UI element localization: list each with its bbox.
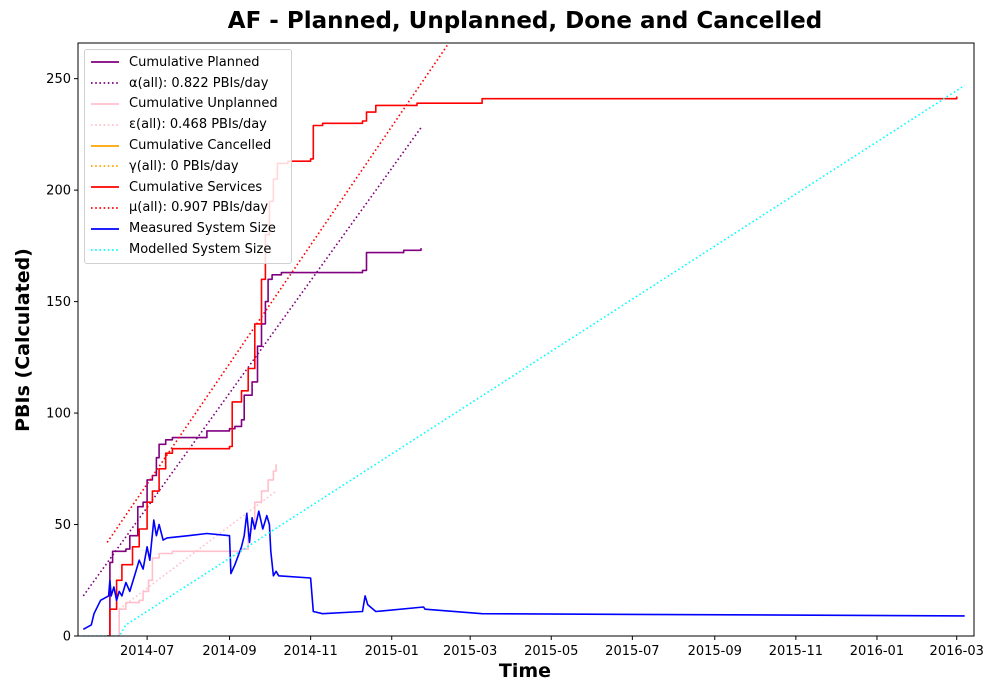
x-tick-label: 2015-07 <box>605 644 659 659</box>
legend-label: Cumulative Services <box>129 179 263 195</box>
y-axis-label: PBIs (Calculated) <box>12 248 34 432</box>
y-tick-label: 200 <box>46 184 71 199</box>
legend-label: Modelled System Size <box>129 242 272 258</box>
legend-item: ε(all): 0.468 PBIs/day <box>89 114 291 135</box>
x-axis: 2014-07 2014-09 2014-11 2015-01 2015-03 2015-… <box>120 636 984 659</box>
x-tick-label: 2014-11 <box>283 644 337 659</box>
y-tick-label: 250 <box>46 72 71 87</box>
legend-item: Cumulative Unplanned <box>89 94 291 115</box>
x-tick-label: 2015-05 <box>524 644 578 659</box>
legend-item: Modelled System Size <box>89 239 291 260</box>
legend-swatch <box>91 165 119 168</box>
series-line <box>116 464 277 636</box>
y-tick-label: 50 <box>54 518 71 533</box>
legend-item: γ(all): 0 PBIs/day <box>89 156 291 177</box>
x-tick-label: 2015-09 <box>688 644 742 659</box>
legend-label: ε(all): 0.468 PBIs/day <box>129 117 267 133</box>
series-line <box>106 43 450 543</box>
legend-label: Cumulative Cancelled <box>129 138 272 154</box>
legend-swatch <box>91 207 119 209</box>
legend-swatch <box>91 82 119 85</box>
series-line <box>83 84 966 636</box>
legend-item: Cumulative Services <box>89 177 291 198</box>
x-tick-label: 2015-11 <box>769 644 823 659</box>
legend: Cumulative Planned α(all): 0.822 PBIs/day… <box>84 49 292 264</box>
legend-swatch <box>91 103 119 105</box>
x-tick-label: 2016-03 <box>930 644 984 659</box>
plot-frame <box>77 42 975 637</box>
y-tick-label: 0 <box>63 630 71 645</box>
y-axis: 0 50 100 150 200 250 <box>46 72 78 645</box>
series-line <box>107 96 958 636</box>
y-tick-label: 100 <box>46 407 71 422</box>
x-tick-label: 2014-09 <box>202 644 256 659</box>
legend-swatch <box>91 227 119 230</box>
legend-item: Measured System Size <box>89 218 291 239</box>
legend-label: Cumulative Unplanned <box>129 96 278 112</box>
legend-label: Measured System Size <box>129 221 276 237</box>
legend-item: Cumulative Planned <box>89 52 291 73</box>
y-tick-label: 150 <box>46 295 71 310</box>
legend-item: μ(all): 0.907 PBIs/day <box>89 198 291 219</box>
legend-item: Cumulative Cancelled <box>89 135 291 156</box>
chart-title: AF - Planned, Unplanned, Done and Cancel… <box>227 8 823 34</box>
legend-label: γ(all): 0 PBIs/day <box>129 158 239 174</box>
series-line <box>118 490 277 610</box>
legend-swatch <box>91 248 119 251</box>
x-tick-label: 2014-07 <box>120 644 174 659</box>
legend-swatch <box>91 61 119 64</box>
x-axis-label: Time <box>498 660 552 682</box>
x-tick-label: 2015-03 <box>443 644 497 659</box>
legend-label: α(all): 0.822 PBIs/day <box>129 75 269 91</box>
legend-item: α(all): 0.822 PBIs/day <box>89 73 291 94</box>
legend-swatch <box>91 123 119 126</box>
series-line <box>82 510 965 631</box>
legend-swatch <box>91 186 119 189</box>
series-layer <box>82 43 966 636</box>
legend-swatch <box>91 144 119 147</box>
legend-label: μ(all): 0.907 PBIs/day <box>129 200 269 216</box>
legend-label: Cumulative Planned <box>129 54 260 70</box>
x-tick-label: 2015-01 <box>365 644 419 659</box>
x-tick-label: 2016-01 <box>850 644 904 659</box>
series-line <box>107 248 422 636</box>
